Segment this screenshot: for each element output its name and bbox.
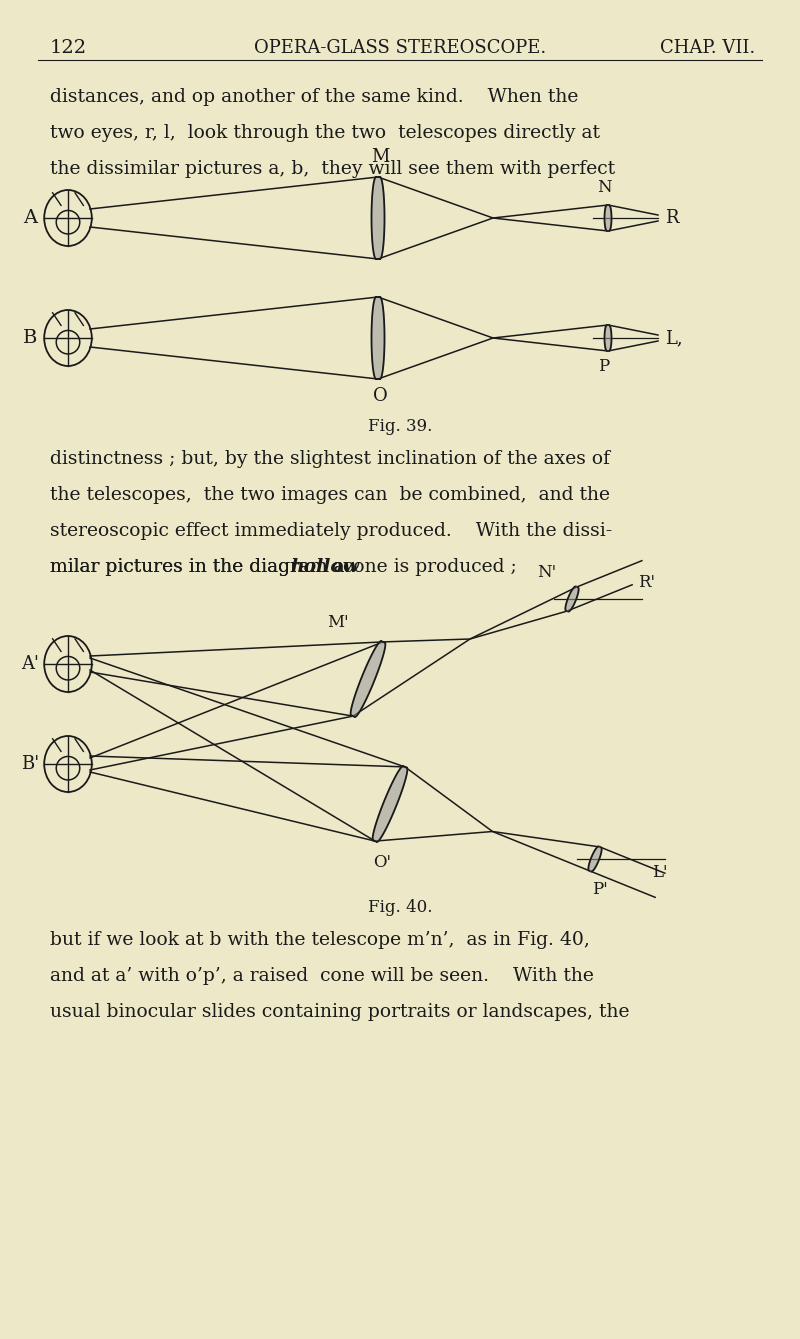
Text: CHAP. VII.: CHAP. VII.: [660, 39, 755, 58]
Text: usual binocular slides containing portraits or landscapes, the: usual binocular slides containing portra…: [50, 1003, 630, 1022]
Polygon shape: [373, 766, 407, 842]
Text: distinctness ; but, by the slightest inclination of the axes of: distinctness ; but, by the slightest inc…: [50, 450, 610, 469]
Text: Fig. 40.: Fig. 40.: [368, 898, 432, 916]
Text: Fig. 39.: Fig. 39.: [368, 418, 432, 435]
Text: distances, and op another of the same kind.    When the: distances, and op another of the same ki…: [50, 88, 578, 106]
Text: A: A: [23, 209, 37, 228]
Polygon shape: [588, 846, 602, 872]
Text: P: P: [598, 358, 610, 375]
Text: B': B': [21, 755, 39, 773]
Text: O: O: [373, 387, 387, 404]
Text: but if we look at b with the telescope m’n’,  as in Fig. 40,: but if we look at b with the telescope m…: [50, 931, 590, 949]
Text: M: M: [371, 149, 389, 166]
Text: hollow: hollow: [290, 558, 360, 576]
Text: R: R: [665, 209, 678, 228]
Text: R': R': [638, 574, 655, 590]
Text: 122: 122: [50, 39, 87, 58]
Text: stereoscopic effect immediately produced.    With the dissi-: stereoscopic effect immediately produced…: [50, 522, 612, 540]
Text: milar pictures in the diagram a: milar pictures in the diagram a: [50, 558, 350, 576]
Text: the dissimilar pictures a, b,  they will see them with perfect: the dissimilar pictures a, b, they will …: [50, 159, 615, 178]
Polygon shape: [605, 325, 611, 351]
Text: milar pictures in the diagram a: milar pictures in the diagram a: [50, 558, 350, 576]
Text: M': M': [327, 615, 349, 631]
Text: two eyes, r, l,  look through the two  telescopes directly at: two eyes, r, l, look through the two tel…: [50, 125, 600, 142]
Polygon shape: [605, 205, 611, 232]
Text: L,: L,: [665, 329, 682, 347]
Text: B: B: [23, 329, 37, 347]
Polygon shape: [566, 586, 578, 612]
Polygon shape: [371, 177, 385, 258]
Text: cone is produced ;: cone is produced ;: [337, 558, 516, 576]
Text: A': A': [21, 655, 39, 674]
Text: N: N: [597, 179, 611, 195]
Polygon shape: [371, 297, 385, 379]
Text: O': O': [373, 854, 391, 870]
Text: P': P': [592, 881, 608, 898]
Polygon shape: [350, 641, 386, 716]
Text: OPERA-GLASS STEREOSCOPE.: OPERA-GLASS STEREOSCOPE.: [254, 39, 546, 58]
Text: the telescopes,  the two images can  be combined,  and the: the telescopes, the two images can be co…: [50, 486, 610, 503]
Text: L': L': [652, 864, 668, 881]
Text: and at a’ with o’p’, a raised  cone will be seen.    With the: and at a’ with o’p’, a raised cone will …: [50, 967, 594, 986]
Text: N': N': [538, 564, 557, 581]
